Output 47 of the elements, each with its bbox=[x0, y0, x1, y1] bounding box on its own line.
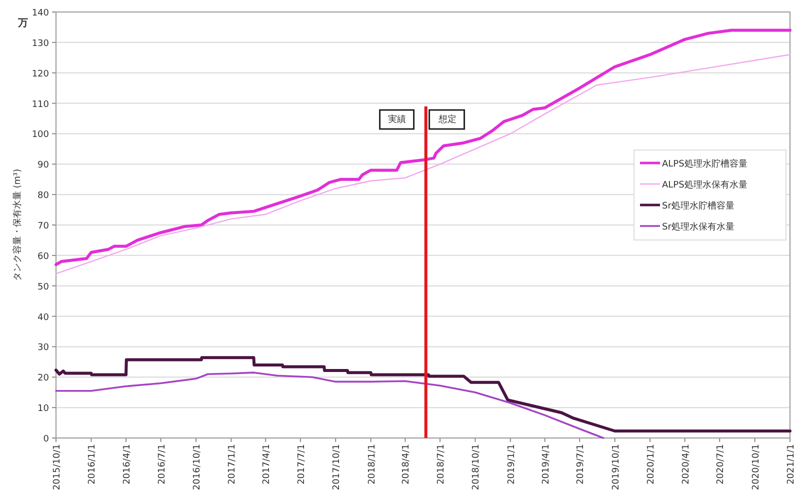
x-tick-label: 2016/1/1 bbox=[88, 444, 98, 484]
x-tick-label: 2021/1/1 bbox=[786, 444, 794, 484]
x-tick-label: 2016/7/1 bbox=[157, 444, 168, 484]
x-tick-label: 2020/1/1 bbox=[646, 444, 657, 484]
x-tick-label: 2020/10/1 bbox=[751, 444, 762, 490]
x-tick-label: 2017/10/1 bbox=[332, 444, 342, 490]
y-tick-label: 120 bbox=[32, 69, 50, 80]
y-tick-label: 70 bbox=[38, 222, 50, 232]
line-series bbox=[54, 356, 792, 432]
legend-label: Sr処理水貯槽容量 bbox=[662, 200, 734, 212]
line-series bbox=[55, 372, 604, 439]
x-tick-label: 2017/7/1 bbox=[296, 444, 307, 484]
y-tick-label: 60 bbox=[38, 252, 50, 262]
annotation: 実績 bbox=[388, 114, 406, 125]
y-axis-title: タンク容量・保有水量 (m³) bbox=[12, 168, 23, 282]
x-tick-label: 2016/10/1 bbox=[192, 444, 202, 490]
x-tick-label: 2018/7/1 bbox=[436, 444, 447, 484]
text: 万 bbox=[17, 18, 28, 29]
y-tick-label: 10 bbox=[38, 404, 50, 414]
y-tick-label: 140 bbox=[32, 8, 50, 18]
x-tick-label: 2018/1/1 bbox=[367, 444, 378, 484]
legend-label: ALPS処理水貯槽容量 bbox=[662, 158, 748, 170]
legend-label: Sr処理水保有水量 bbox=[662, 222, 734, 232]
x-tick-label: 2019/1/1 bbox=[506, 444, 517, 484]
y-tick-label: 50 bbox=[38, 282, 50, 292]
x-tick-label: 2016/4/1 bbox=[122, 444, 132, 484]
x-tick-label: 2015/10/1 bbox=[52, 444, 62, 490]
y-tick-label: 90 bbox=[38, 160, 50, 171]
x-tick-label: 2017/4/1 bbox=[262, 444, 272, 484]
annotation: 想定 bbox=[437, 114, 456, 125]
y-tick-label: 110 bbox=[32, 100, 50, 110]
y-tick-label: 40 bbox=[38, 312, 50, 323]
y-tick-label: 20 bbox=[38, 374, 50, 384]
x-tick-label: 2019/7/1 bbox=[576, 444, 586, 484]
x-tick-label: 2020/7/1 bbox=[716, 444, 726, 484]
y-tick-label: 80 bbox=[38, 191, 50, 202]
x-tick-label: 2017/1/1 bbox=[228, 444, 238, 484]
y-tick-label: 0 bbox=[43, 434, 50, 444]
x-tick-label: 2018/10/1 bbox=[472, 444, 482, 490]
legend-label: ALPS処理水保有水量 bbox=[662, 180, 748, 190]
y-tick-label: 100 bbox=[32, 130, 50, 140]
x-tick-label: 2019/4/1 bbox=[541, 444, 552, 484]
y-tick-label: 130 bbox=[32, 38, 50, 49]
x-tick-label: 2019/10/1 bbox=[611, 444, 622, 490]
x-tick-label: 2020/4/1 bbox=[681, 444, 692, 484]
x-tick-label: 2018/4/1 bbox=[402, 444, 412, 484]
y-tick-label: 30 bbox=[38, 343, 50, 354]
